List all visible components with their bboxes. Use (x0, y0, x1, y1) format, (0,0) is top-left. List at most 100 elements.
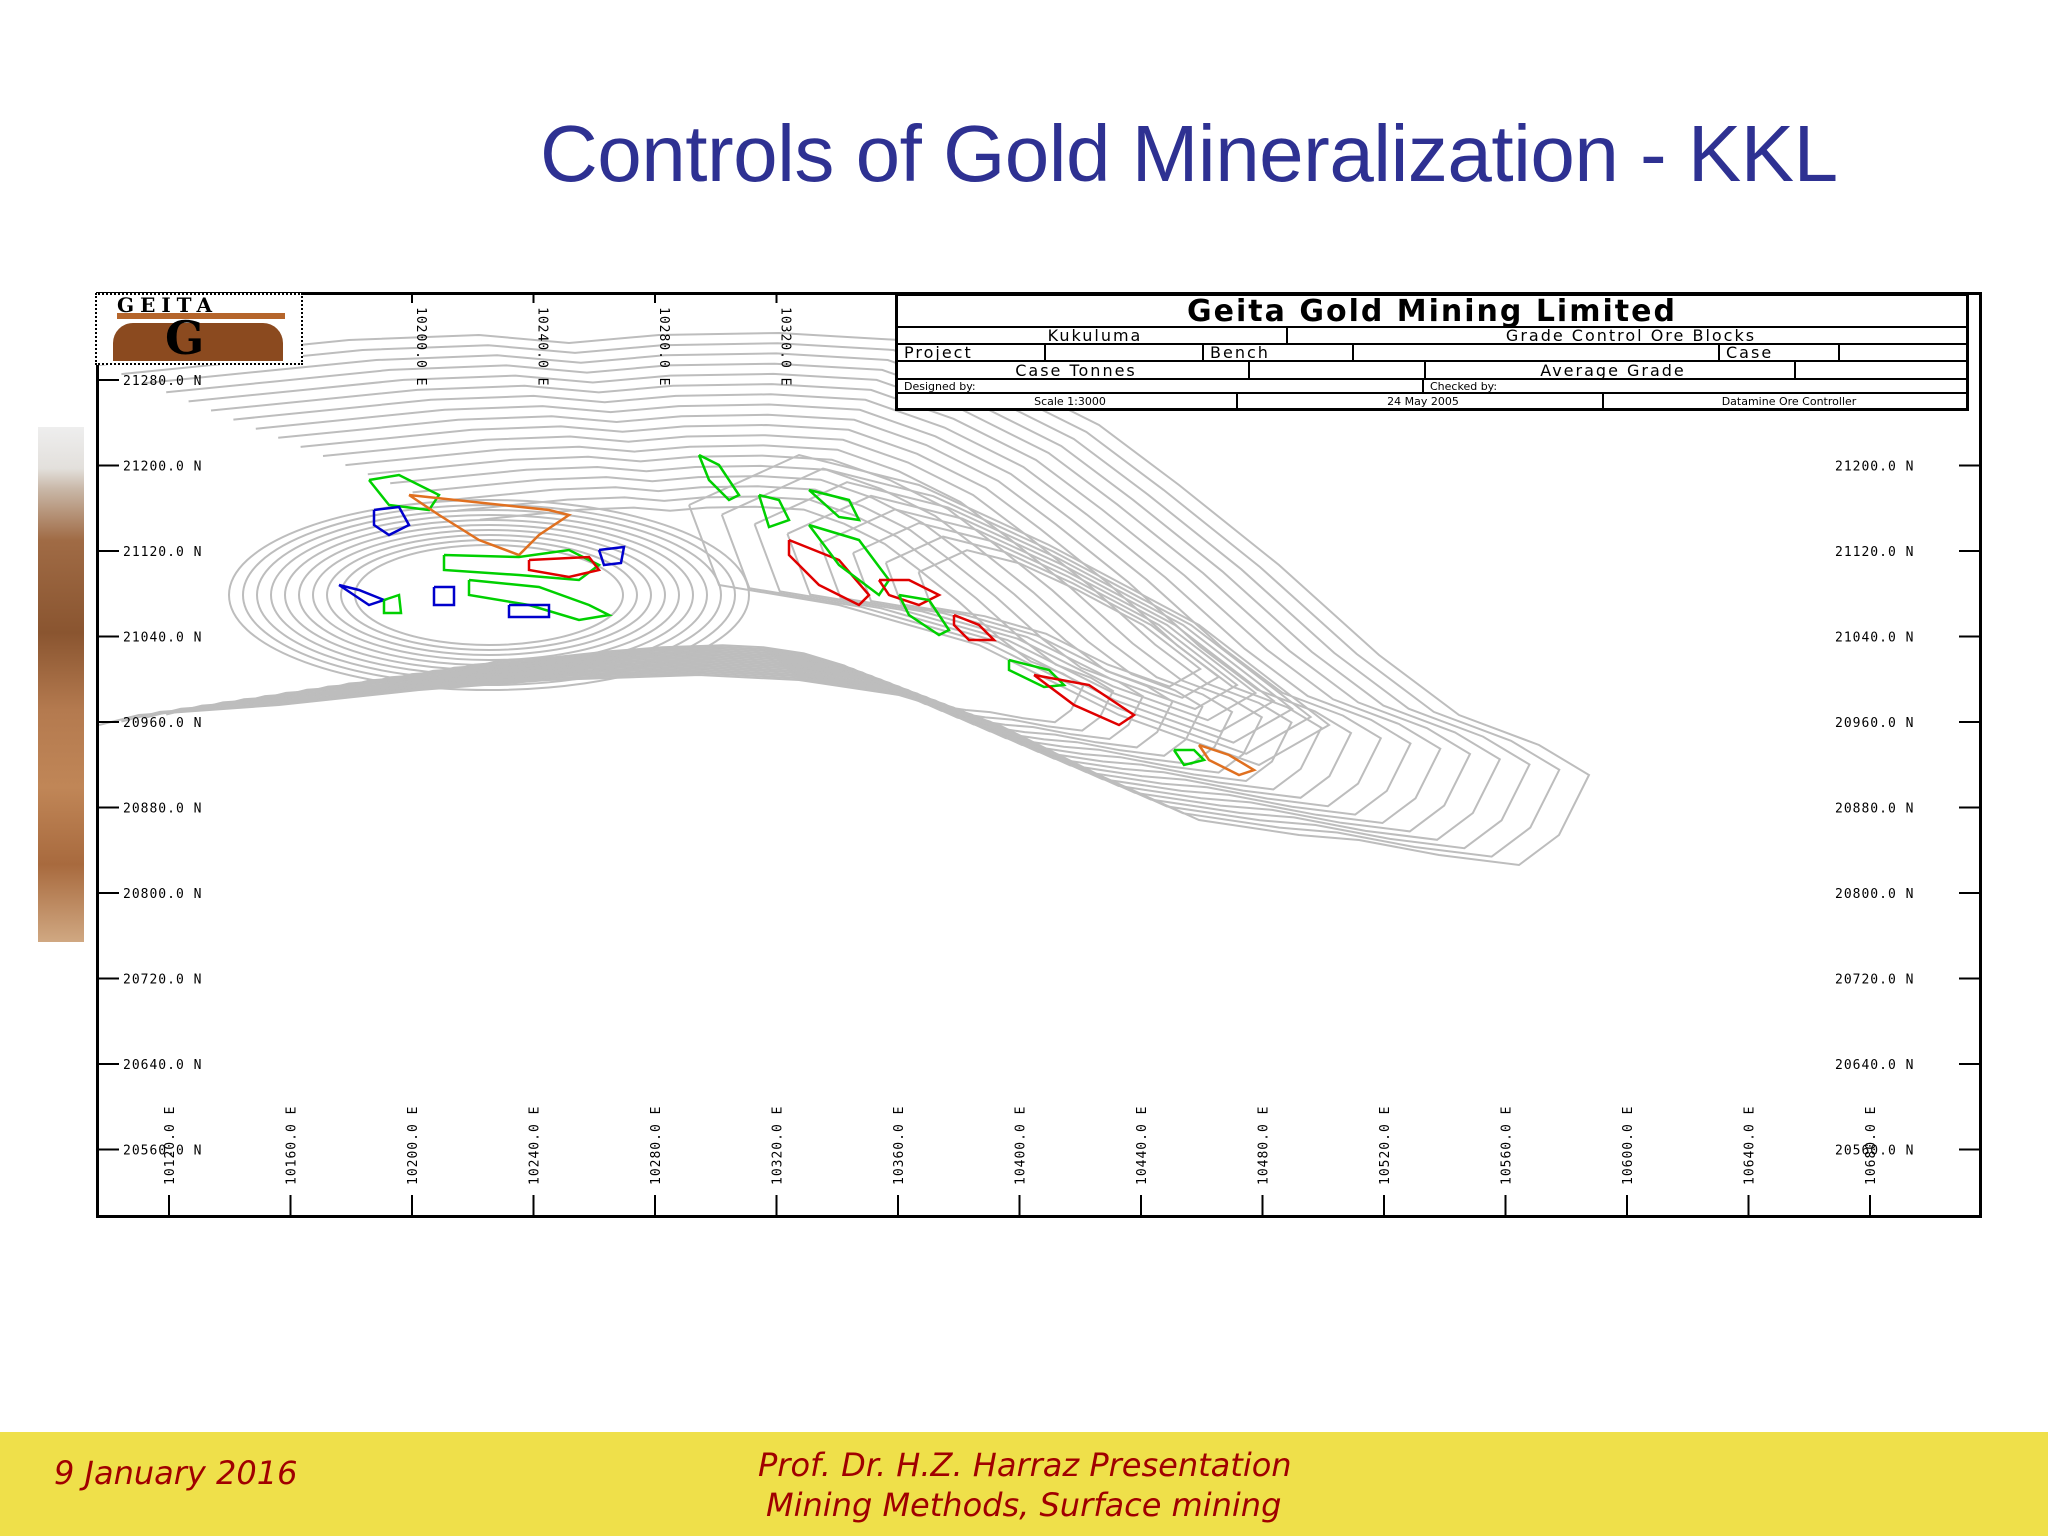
contour-line (99, 331, 1591, 867)
map-date: 24 May 2005 (1238, 394, 1604, 408)
easting-label-bottom: 10200.0 E (406, 1106, 421, 1185)
ore-block-blue (338, 583, 388, 607)
contour-line (322, 434, 1293, 783)
mine-name: Kukuluma (898, 328, 1288, 343)
ore-block-green (1172, 748, 1207, 767)
contour-line (479, 505, 1085, 724)
northing-label-right: 21200.0 N (1835, 460, 1914, 475)
slide-title: Controls of Gold Mineralization - KKL (540, 109, 1838, 198)
northing-label-left: 21200.0 N (123, 460, 202, 475)
contour-line (819, 508, 1258, 722)
average-grade-label: Average Grade (1426, 362, 1796, 378)
grid-labels: 21280.0 N 21200.0 N 21120.0 N 21040.0 N 2096… (123, 307, 1914, 1185)
contour-line (345, 444, 1264, 774)
easting-label-bottom: 10520.0 E (1378, 1106, 1393, 1185)
easting-label-top: 10280.0 E (656, 307, 671, 386)
title-block-footer-row: Scale 1:3000 24 May 2005 Datamine Ore Co… (898, 394, 1966, 408)
title-block-project-row: Project Bench Case (898, 345, 1966, 362)
ore-block-green (808, 488, 862, 522)
contour-line (255, 403, 1383, 808)
ore-block-green (808, 523, 891, 597)
northing-label-left: 20560.0 N (123, 1144, 202, 1159)
case-tonnes-value (1250, 362, 1426, 378)
contour-line (256, 509, 722, 681)
easting-label-bottom: 10240.0 E (528, 1106, 543, 1185)
pit-contour-lines (99, 331, 1591, 867)
project-value (1046, 345, 1204, 360)
contour-line (917, 549, 1203, 688)
easting-label-bottom: 10440.0 E (1135, 1106, 1150, 1185)
sheet-name: Grade Control Ore Blocks (1505, 328, 1757, 343)
ore-block-blue (372, 505, 411, 537)
bench-value (1354, 345, 1720, 360)
logo-letter-mark: G (165, 311, 205, 365)
easting-label-bottom: 10400.0 E (1014, 1106, 1029, 1185)
contour-line (165, 362, 1502, 841)
contour-line (242, 504, 736, 686)
case-tonnes-label: Case Tonnes (898, 362, 1250, 378)
title-block-signoff-row: Designed by: Checked by: (898, 380, 1966, 394)
northing-label-right: 21120.0 N (1835, 545, 1914, 560)
footer-subject: Mining Methods, Surface mining (766, 1486, 1282, 1524)
contour-line (300, 423, 1323, 791)
northing-label-right: 20560.0 N (1835, 1144, 1914, 1159)
easting-label-bottom: 10560.0 E (1500, 1106, 1515, 1185)
contour-line (298, 524, 680, 666)
contour-line (210, 383, 1442, 825)
logo-band (117, 313, 285, 319)
northing-label-left: 20880.0 N (123, 802, 202, 817)
ore-block-red (527, 555, 602, 579)
contour-line (233, 393, 1412, 816)
contour-line (389, 464, 1204, 757)
case-label: Case (1720, 345, 1840, 360)
easting-label-top: 10200.0 E (413, 307, 428, 386)
ore-block-orange (408, 493, 573, 557)
contour-line (121, 342, 1561, 858)
pit-contour-map: 21280.0 N 21200.0 N 21120.0 N 21040.0 N 2096… (99, 295, 1979, 1215)
northing-label-left: 20800.0 N (123, 887, 202, 902)
ore-block-blue (507, 603, 551, 619)
title-block-tonnes-row: Case Tonnes Average Grade (898, 362, 1966, 380)
ore-block-green (382, 593, 403, 615)
ore-block-green (897, 593, 951, 637)
title-block-mine-row: Kukuluma Grade Control Ore Blocks (898, 328, 1966, 345)
northing-label-right: 20960.0 N (1835, 716, 1914, 731)
contour-line (188, 372, 1472, 833)
northing-label-left: 20720.0 N (123, 973, 202, 988)
easting-label-top: 10240.0 E (535, 307, 550, 386)
northing-label-right: 20800.0 N (1835, 887, 1914, 902)
average-grade-value (1796, 362, 1968, 378)
easting-label-top: 10320.0 E (778, 307, 793, 386)
easting-label-bottom: 10360.0 E (892, 1106, 907, 1185)
ore-block-red (787, 538, 871, 607)
northing-label-right: 21040.0 N (1835, 631, 1914, 646)
ore-block-green (757, 493, 791, 529)
ore-block-red (1033, 673, 1137, 727)
northing-label-left: 21280.0 N (123, 374, 202, 389)
contour-line (434, 485, 1145, 741)
easting-label-bottom: 10120.0 E (163, 1106, 178, 1185)
easting-label-bottom: 10600.0 E (1621, 1106, 1636, 1185)
contour-line (312, 529, 666, 661)
ore-block-green (467, 578, 613, 622)
contour-line (277, 413, 1353, 799)
slide-footer: 9 January 2016 Prof. Dr. H.Z. Harraz Pre… (0, 1432, 2048, 1536)
ore-block-blue (432, 585, 456, 607)
contour-line (884, 535, 1221, 699)
contour-line (457, 495, 1115, 732)
ore-block-outlines (338, 453, 1257, 777)
geita-logo: GEITA G (95, 293, 303, 365)
contour-line (852, 521, 1239, 711)
pit-map-frame: 21280.0 N 21200.0 N 21120.0 N 21040.0 N 2096… (95, 292, 1982, 1218)
footer-date: 9 January 2016 (54, 1454, 298, 1492)
bench-label: Bench (1204, 345, 1354, 360)
company-name: Geita Gold Mining Limited (1187, 293, 1677, 329)
easting-label-bottom: 10480.0 E (1257, 1106, 1272, 1185)
contour-line (753, 481, 1295, 744)
map-scale: Scale 1:3000 (898, 394, 1238, 408)
northing-label-left: 21120.0 N (123, 545, 202, 560)
ore-block-red (952, 613, 998, 642)
ore-block-blue (597, 545, 626, 567)
drawing-title-block: Geita Gold Mining Limited Kukuluma Grade… (895, 293, 1969, 411)
contour-line (284, 519, 694, 671)
